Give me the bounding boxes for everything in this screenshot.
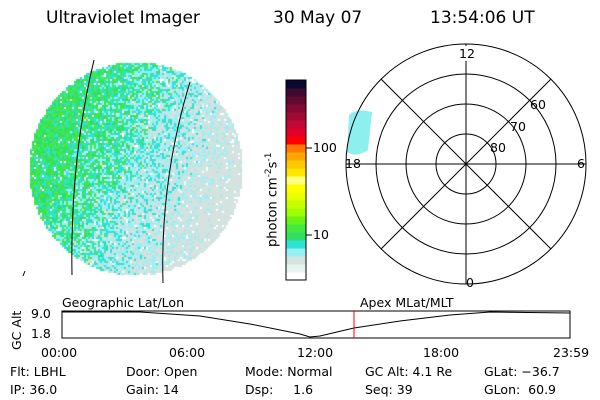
status-ip: IP: 36.0 [10, 382, 58, 397]
instrument-title: Ultraviolet Imager [46, 8, 200, 28]
y-tick: 9.0 [31, 306, 51, 321]
polar-mlt-plot [345, 43, 587, 285]
x-tick: 00:00 [41, 345, 78, 360]
gc-alt-curve [62, 311, 571, 338]
status-glon: GLon: 60.9 [484, 382, 556, 397]
colorbar-segment [286, 168, 306, 177]
colorbar-segment [286, 88, 306, 97]
colorbar [286, 80, 306, 281]
colorbar-segment [286, 128, 306, 137]
colorbar-segment [286, 192, 306, 201]
polar-auroral-patch [347, 110, 372, 155]
x-tick: 23:59 [553, 345, 590, 360]
colorbar-tick-label: 100 [313, 140, 337, 155]
colorbar-segment [286, 112, 306, 121]
lat-label-80: 80 [490, 140, 506, 155]
mlt-label-18: 18 [345, 156, 361, 171]
mlt-label-6: 6 [577, 156, 585, 171]
status-mode: Mode: Normal [245, 364, 333, 379]
colorbar-segment [286, 184, 306, 193]
colorbar-segment [286, 248, 306, 257]
status-gain: Gain: 14 [126, 382, 179, 397]
status-gc-alt: GC Alt: 4.1 Re [365, 364, 453, 379]
colorbar-frame [285, 79, 307, 281]
time-label: 13:54:06 UT [430, 8, 535, 28]
geographic-grid-lines [22, 59, 191, 284]
colorbar-segment [286, 232, 306, 241]
colorbar-segment [286, 96, 306, 105]
colorbar-segment [286, 208, 306, 217]
mlt-label-12: 12 [459, 46, 475, 61]
status-dsp: Dsp: 1.6 [245, 382, 314, 397]
lat-label-70: 70 [510, 119, 526, 134]
colorbar-segment [286, 200, 306, 209]
colorbar-segment [286, 152, 306, 161]
status-door: Door: Open [126, 364, 198, 379]
x-tick: 18:00 [423, 345, 460, 360]
x-tick: 06:00 [169, 345, 206, 360]
colorbar-tick-label: 10 [313, 227, 329, 242]
colorbar-segment [286, 80, 306, 89]
colorbar-segment [286, 144, 306, 153]
geographic-title: Geographic Lat/Lon [62, 295, 184, 310]
x-tick: 12:00 [297, 345, 334, 360]
colorbar-segment [286, 136, 306, 145]
status-filter: Flt: LBHL [10, 364, 66, 379]
colorbar-segment [286, 256, 306, 265]
colorbar-segment [286, 120, 306, 129]
status-glat: GLat: −36.7 [484, 364, 560, 379]
colorbar-segment [286, 176, 306, 185]
y-tick: 1.8 [31, 326, 51, 341]
mlt-label-0: 0 [466, 275, 474, 290]
gc-alt-axis-label: GC Alt [9, 310, 24, 350]
colorbar-segment [286, 224, 306, 233]
colorbar-label: photon cm-2s-1 [264, 152, 281, 247]
colorbar-segment [286, 240, 306, 249]
apex-title: Apex MLat/MLT [360, 295, 454, 310]
date-label: 30 May 07 [273, 8, 363, 28]
lat-label-60: 60 [530, 97, 546, 112]
gc-alt-plot-frame [61, 310, 571, 339]
colorbar-segment [286, 216, 306, 225]
colorbar-segment [286, 272, 306, 281]
status-seq: Seq: 39 [365, 382, 413, 397]
colorbar-segment [286, 160, 306, 169]
colorbar-segment [286, 104, 306, 113]
colorbar-segment [286, 264, 306, 273]
